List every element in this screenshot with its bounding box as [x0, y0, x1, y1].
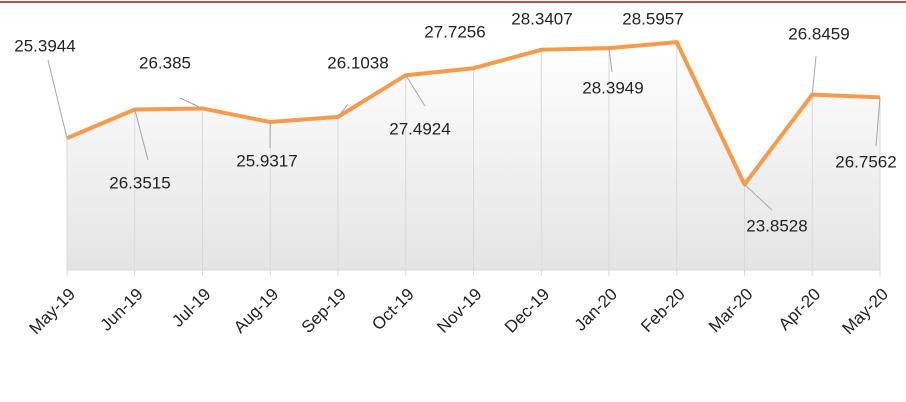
data-label: 26.1038	[327, 53, 388, 72]
x-tick-label: Nov-19	[433, 285, 485, 337]
x-tick-label: Aug-19	[230, 285, 282, 337]
data-label: 26.3515	[109, 173, 170, 192]
x-tick-label: Jul-19	[168, 285, 214, 331]
data-label: 27.4924	[389, 119, 450, 138]
leader-line	[179, 97, 203, 109]
data-label: 25.9317	[236, 151, 297, 170]
data-label: 23.8528	[746, 216, 807, 235]
leader-line	[875, 97, 881, 147]
data-label: 28.3949	[582, 78, 643, 97]
data-label: 27.7256	[424, 22, 485, 41]
x-tick-label: May-20	[838, 285, 892, 339]
data-label: 26.8459	[788, 24, 849, 43]
x-tick-label: Sep-19	[298, 285, 350, 337]
leader-line	[744, 184, 773, 211]
leader-line	[47, 59, 68, 139]
leader-line	[134, 109, 149, 161]
data-label: 26.7562	[835, 152, 896, 171]
data-label: 28.3407	[511, 9, 572, 28]
x-tick-label: Oct-19	[368, 285, 418, 335]
x-tick-label: Apr-20	[775, 285, 825, 335]
leader-line	[405, 74, 426, 107]
data-label: 25.3944	[14, 36, 75, 55]
x-tick-label: May-19	[25, 285, 79, 339]
x-tick-label: Dec-19	[501, 285, 553, 337]
x-tick-label: Feb-20	[637, 285, 689, 337]
leader-line	[811, 55, 817, 95]
data-label: 28.5957	[622, 9, 683, 28]
leader-line	[608, 48, 613, 73]
data-label: 26.385	[139, 53, 191, 72]
leader-line	[337, 103, 349, 118]
x-tick-label: Jan-20	[571, 285, 621, 335]
x-tick-label: Jun-19	[97, 285, 147, 335]
x-tick-label: Mar-20	[705, 285, 757, 337]
plot: 25.3944 26.3515 26.385 25.9317 26.1038 27.492…	[14, 9, 896, 338]
